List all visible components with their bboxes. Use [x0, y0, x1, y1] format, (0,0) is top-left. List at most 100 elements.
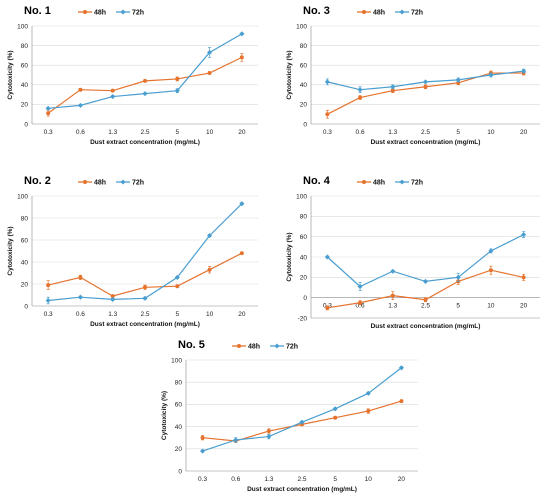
data-point-48h: [143, 285, 147, 290]
x-tick-label: 10: [487, 303, 495, 310]
series-72h: [45, 201, 245, 305]
x-tick-label: 1.3: [108, 311, 117, 318]
data-point-72h: [142, 91, 148, 97]
series-line-72h: [202, 367, 402, 452]
data-point-48h: [325, 305, 330, 310]
y-tick-label: 60: [175, 402, 183, 409]
data-point-72h: [77, 102, 83, 108]
data-point-48h: [207, 267, 212, 272]
legend-label-72h: 72h: [411, 10, 423, 17]
x-tick-label: 10: [487, 129, 495, 136]
y-tick-label: 40: [21, 82, 29, 89]
data-point-72h: [239, 31, 245, 37]
series-48h: [325, 265, 526, 311]
x-tick-label: 0.6: [76, 129, 85, 136]
data-point-48h: [399, 399, 404, 404]
x-tick-label: 10: [365, 476, 373, 483]
y-tick-label: 60: [300, 234, 308, 241]
series-72h: [324, 231, 527, 291]
y-tick-label: 20: [175, 446, 183, 453]
legend-label-48h: 48h: [94, 180, 106, 187]
data-point-72h: [521, 232, 527, 238]
y-tick-label: 0: [178, 468, 182, 475]
chart-title: No. 1: [24, 5, 51, 17]
x-axis-label: Dust extract concentration (mg/mL): [90, 321, 200, 328]
data-point-72h: [207, 233, 213, 239]
y-tick-label: 40: [300, 82, 308, 89]
x-tick-label: 1.3: [108, 129, 117, 136]
y-tick-label: 20: [300, 275, 308, 282]
y-axis-label: Cytotoxicity (%): [161, 391, 168, 440]
series-line-48h: [327, 72, 524, 115]
data-point-72h: [357, 87, 363, 93]
legend-label-48h: 48h: [248, 344, 260, 351]
y-tick-label: 80: [175, 380, 183, 387]
series-line-48h: [47, 56, 243, 114]
legend-label-48h: 48h: [373, 180, 385, 187]
data-point-48h: [333, 415, 338, 420]
chart-panel-5: 0 20 40 60 80 100 0.3 0.6 1.3 2.5 5 10 20 Dust extrac…: [161, 339, 418, 493]
chart-title: No. 2: [24, 175, 51, 187]
x-tick-label: 0.3: [44, 129, 53, 136]
data-point-48h: [200, 435, 205, 440]
chart-title: No. 3: [303, 5, 330, 17]
x-tick-label: 0.3: [198, 476, 207, 483]
x-axis-label: Dust extract concentration (mg/mL): [247, 486, 357, 493]
chart-panel-1: 0 20 40 60 80 100 0.3 0.6 1.3 2.5 5 10 20 Dust extrac…: [7, 5, 258, 146]
data-point-72h: [455, 274, 461, 280]
x-tick-label: 0.6: [356, 303, 365, 310]
data-point-48h: [175, 284, 180, 289]
data-point-48h: [423, 297, 428, 302]
y-tick-label: 40: [175, 424, 183, 431]
y-tick-label: 80: [21, 43, 29, 50]
y-tick-label: 100: [171, 357, 182, 364]
x-tick-label: 1.3: [388, 303, 397, 310]
y-tick-label: 80: [300, 43, 308, 50]
data-point-48h: [358, 300, 363, 305]
x-tick-label: 10: [206, 311, 214, 318]
data-point-72h: [422, 79, 429, 85]
chart-title: No. 4: [303, 175, 331, 187]
x-tick-label: 1.3: [388, 129, 397, 136]
series-48h: [325, 70, 526, 119]
y-tick-label: 40: [300, 254, 308, 261]
x-tick-label: 0.6: [231, 476, 240, 483]
x-tick-label: 0.6: [356, 129, 365, 136]
data-point-72h: [233, 437, 239, 443]
x-tick-label: 20: [520, 129, 528, 136]
data-point-72h: [239, 201, 245, 207]
x-tick-label: 1.3: [264, 476, 273, 483]
x-tick-label: 20: [238, 311, 246, 318]
x-tick-label: 5: [456, 303, 460, 310]
y-tick-label: 80: [21, 215, 29, 222]
y-tick-label: -20: [298, 315, 308, 322]
y-tick-label: 100: [296, 23, 307, 30]
data-point-48h: [423, 84, 428, 89]
data-point-48h: [110, 88, 115, 93]
chart-panel-3: 0 20 40 60 80 100 0.3 0.6 1.3 2.5 5 10 20 Dust extrac…: [7, 175, 258, 328]
data-point-72h: [142, 295, 148, 301]
legend-marker-72h: [120, 9, 126, 15]
series-72h: [324, 68, 527, 93]
x-axis-label: Dust extract concentration (mg/mL): [371, 323, 481, 330]
data-point-72h: [398, 365, 404, 371]
data-point-48h: [521, 275, 526, 280]
x-tick-label: 0.6: [76, 311, 85, 318]
legend-label-48h: 48h: [373, 10, 385, 17]
series-48h: [46, 251, 244, 299]
legend-marker-48h: [237, 344, 241, 348]
legend-marker-72h: [399, 9, 405, 15]
data-point-48h: [366, 409, 371, 414]
legend-label-72h: 72h: [286, 344, 298, 351]
data-point-72h: [332, 406, 338, 412]
data-point-48h: [266, 429, 271, 434]
data-point-48h: [358, 95, 363, 100]
chart-panel-2: 0 20 40 60 80 100 0.3 0.6 1.3 2.5 5 10 20 Dust extrac…: [286, 5, 540, 146]
y-axis-label: Cytotoxicity (%): [7, 226, 14, 275]
x-tick-label: 0.3: [44, 311, 53, 318]
x-tick-label: 5: [175, 129, 179, 136]
data-point-48h: [390, 293, 395, 298]
y-tick-label: 0: [303, 121, 307, 128]
data-point-48h: [325, 112, 330, 117]
